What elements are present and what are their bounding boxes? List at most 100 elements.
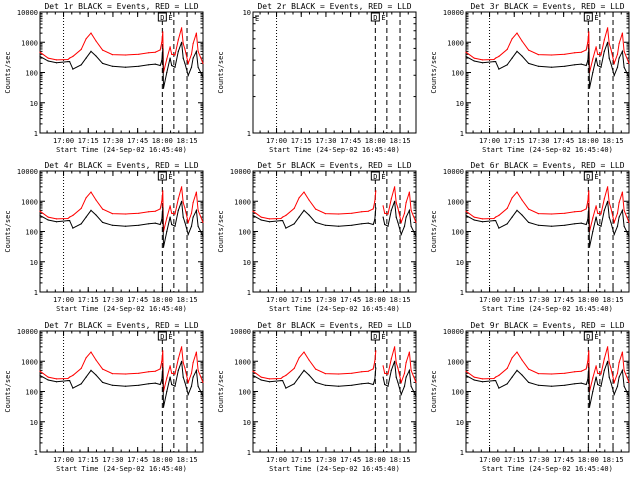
lld-data-point (162, 350, 164, 352)
lld-data-point (138, 372, 140, 374)
lld-data-point (67, 58, 69, 61)
y-tick-label: 100 (25, 70, 38, 78)
events-data-point (621, 369, 624, 371)
events-data-point (315, 221, 317, 223)
events-data-point (174, 225, 176, 227)
events-data-point (613, 233, 615, 235)
x-tick-label: 17:45 (553, 137, 574, 145)
lld-data-point (252, 210, 254, 212)
interval-box-label-2: E (168, 173, 172, 181)
x-tick-label: 17:15 (504, 456, 525, 464)
y-axis-label: Counts/sec (217, 51, 225, 93)
x-tick-label: 17:15 (78, 296, 99, 304)
events-data-point (138, 65, 140, 67)
detector-panel-2: Det 2r BLACK = Events, RED = LLD 1 10 Count… (217, 2, 417, 154)
events-data-point (537, 224, 540, 226)
events-data-point (47, 219, 49, 221)
axes-frame (39, 330, 204, 453)
events-data-point (397, 381, 399, 383)
x-tick-label: 17:00 (53, 137, 74, 145)
lld-data-point (177, 39, 179, 41)
x-tick-label: 17:00 (53, 456, 74, 464)
axes-frame (39, 11, 204, 134)
events-data-point (324, 224, 326, 226)
events-data-point (616, 225, 619, 227)
lld-data-point (493, 377, 495, 380)
events-data-point (162, 87, 165, 89)
events-data-point (351, 224, 353, 226)
lld-data-point (169, 365, 171, 367)
left-box-label: E (255, 15, 259, 23)
lld-data-point (171, 212, 173, 214)
events-data-point (528, 62, 530, 64)
interval-box-label: D (586, 333, 590, 341)
lld-data-point (55, 59, 58, 61)
lld-data-point (280, 217, 282, 220)
interval-box-marker (157, 12, 167, 22)
x-tick-label: 18:15 (389, 456, 410, 464)
lld-data-point (623, 369, 625, 371)
lld-data-point (621, 32, 624, 34)
interval-box-label: D (160, 333, 164, 341)
x-tick-label: 18:15 (602, 296, 623, 304)
x-tick-label: 17:15 (504, 137, 525, 145)
x-axis-label: Start Time (24-Sep-02 16:45:40) (482, 465, 613, 473)
x-tick-label: 17:45 (553, 456, 574, 464)
y-tick-label: 1 (460, 449, 464, 457)
events-data-point (408, 209, 410, 211)
lld-data-point (597, 53, 599, 55)
x-tick-label: 18:15 (389, 137, 410, 145)
lld-data-point (372, 208, 374, 210)
lld-data-point (473, 57, 475, 59)
events-data-point (580, 63, 582, 65)
lld-data-point (171, 372, 173, 374)
events-data-point (551, 66, 553, 68)
lld-data-point (47, 376, 49, 378)
lld-data-point (382, 205, 384, 207)
interval-box-marker (157, 171, 167, 181)
events-data-point (564, 384, 566, 386)
y-tick-label: 1 (34, 449, 38, 457)
events-data-point (495, 380, 497, 382)
y-tick-label: 10 (456, 419, 464, 427)
events-data-point (171, 383, 173, 386)
events-data-point (607, 200, 609, 202)
lld-data-point (616, 212, 619, 214)
x-tick-label: 17:45 (127, 456, 148, 464)
lld-data-point (202, 221, 204, 223)
lld-data-point (111, 213, 113, 215)
interval-box-label-2: E (594, 14, 598, 22)
events-data-point (628, 76, 630, 78)
lld-series-line (252, 186, 417, 225)
x-tick-label: 17:00 (479, 456, 500, 464)
lld-data-point (415, 381, 417, 383)
events-data-point (473, 379, 475, 381)
events-data-point (67, 61, 69, 63)
events-data-point (493, 61, 495, 63)
events-data-point (528, 221, 530, 223)
events-data-point (585, 383, 587, 386)
lld-data-point (516, 351, 518, 353)
x-tick-label: 17:30 (528, 296, 549, 304)
events-data-point (600, 385, 602, 387)
lld-data-point (171, 53, 173, 55)
x-tick-label: 17:15 (78, 137, 99, 145)
lld-data-point (603, 358, 605, 360)
lld-data-point (367, 370, 369, 372)
x-tick-label: 17:15 (291, 296, 312, 304)
events-data-point (613, 74, 615, 76)
lld-data-point (174, 213, 176, 215)
events-data-point (190, 225, 193, 227)
x-axis-label: Start Time (24-Sep-02 16:45:40) (482, 305, 613, 313)
events-data-point (628, 395, 630, 397)
lld-data-point (574, 211, 576, 213)
lld-data-point (493, 217, 495, 220)
x-tick-label: 18:15 (176, 456, 197, 464)
lld-data-point (537, 54, 540, 56)
lld-data-point (85, 357, 87, 359)
lld-data-point (528, 208, 530, 210)
lld-data-point (628, 62, 630, 64)
events-data-point (195, 369, 197, 371)
events-data-point (90, 209, 92, 211)
lld-data-point (574, 52, 576, 54)
